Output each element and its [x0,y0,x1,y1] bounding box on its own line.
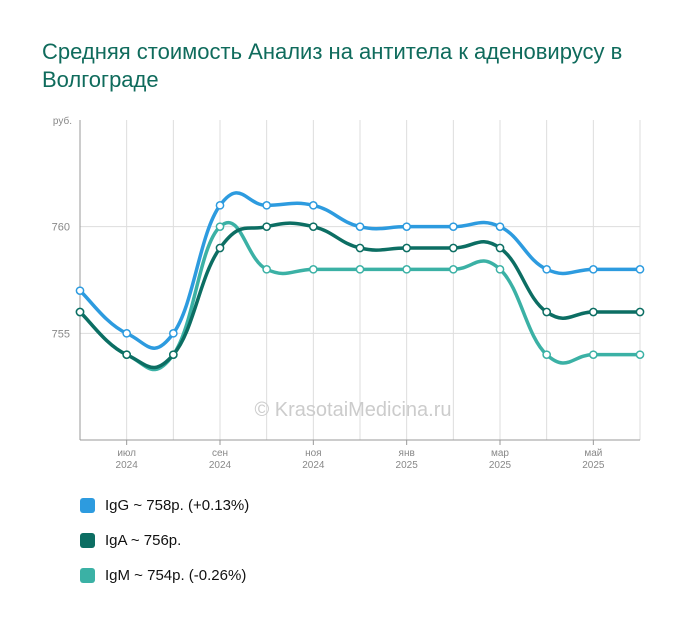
data-point-igm [588,350,598,360]
data-point-igg [262,200,272,210]
x-tick-label-month: май [584,448,602,459]
legend-item-iga[interactable]: IgA ~ 756р. [80,523,249,558]
data-point-igm [448,264,458,274]
x-tick-label-month: ноя [305,448,322,459]
legend-label-igg: IgG ~ 758р. (+0.13%) [105,497,250,514]
data-point-iga [448,243,458,253]
legend-label-igm: IgM ~ 754р. (-0.26%) [105,567,247,584]
data-point-iga [122,350,132,360]
data-point-igg [542,264,552,274]
x-tick-label-year: 2024 [209,460,232,471]
data-point-iga [308,222,318,232]
y-tick-label: 760 [52,222,70,234]
data-point-igm [215,222,225,232]
data-point-igg [355,222,365,232]
data-point-igm [262,264,272,274]
data-point-iga [402,243,412,253]
data-point-iga [542,307,552,317]
data-point-igg [215,200,225,210]
x-tick-label-year: 2024 [302,460,325,471]
data-point-iga [355,243,365,253]
x-tick-label-year: 2025 [396,460,419,471]
data-point-iga [75,307,85,317]
data-point-igg [168,328,178,338]
data-point-iga [635,307,645,317]
data-point-iga [495,243,505,253]
x-tick-label-month: июл [117,448,136,459]
x-tick-label-year: 2024 [116,460,139,471]
data-point-igg [495,222,505,232]
watermark: © KrasotaiMedicina.ru [254,399,451,421]
data-point-iga [588,307,598,317]
legend-label-iga: IgA ~ 756р. [105,532,182,549]
data-point-igm [495,264,505,274]
price-line-chart: 755760руб.июл2024сен2024ноя2024янв2025ма… [52,115,645,471]
chart-legend: IgG ~ 758р. (+0.13%) IgA ~ 756р. IgM ~ 7… [80,488,249,593]
data-point-igm [635,350,645,360]
data-point-igm [355,264,365,274]
chart-title: Средняя стоимость Анализ на антитела к а… [42,39,623,92]
data-point-iga [168,350,178,360]
data-point-igg [635,264,645,274]
x-tick-label-year: 2025 [489,460,512,471]
data-point-igg [448,222,458,232]
data-point-igm [542,350,552,360]
y-tick-label: 755 [52,328,70,340]
data-point-igg [75,286,85,296]
legend-item-igm[interactable]: IgM ~ 754р. (-0.26%) [80,558,249,593]
x-tick-label-month: сен [212,448,228,459]
data-point-igg [122,328,132,338]
legend-item-igg[interactable]: IgG ~ 758р. (+0.13%) [80,488,249,523]
x-tick-label-month: янв [399,448,415,459]
legend-swatch-igm [80,568,95,583]
data-point-iga [215,243,225,253]
legend-swatch-iga [80,533,95,548]
data-point-igg [588,264,598,274]
data-point-igm [308,264,318,274]
data-point-igg [308,200,318,210]
data-point-igm [402,264,412,274]
x-tick-label-year: 2025 [582,460,605,471]
data-point-iga [262,222,272,232]
data-point-igg [402,222,412,232]
legend-swatch-igg [80,498,95,513]
x-tick-label-month: мар [491,448,509,459]
y-axis-label: руб. [53,115,72,127]
